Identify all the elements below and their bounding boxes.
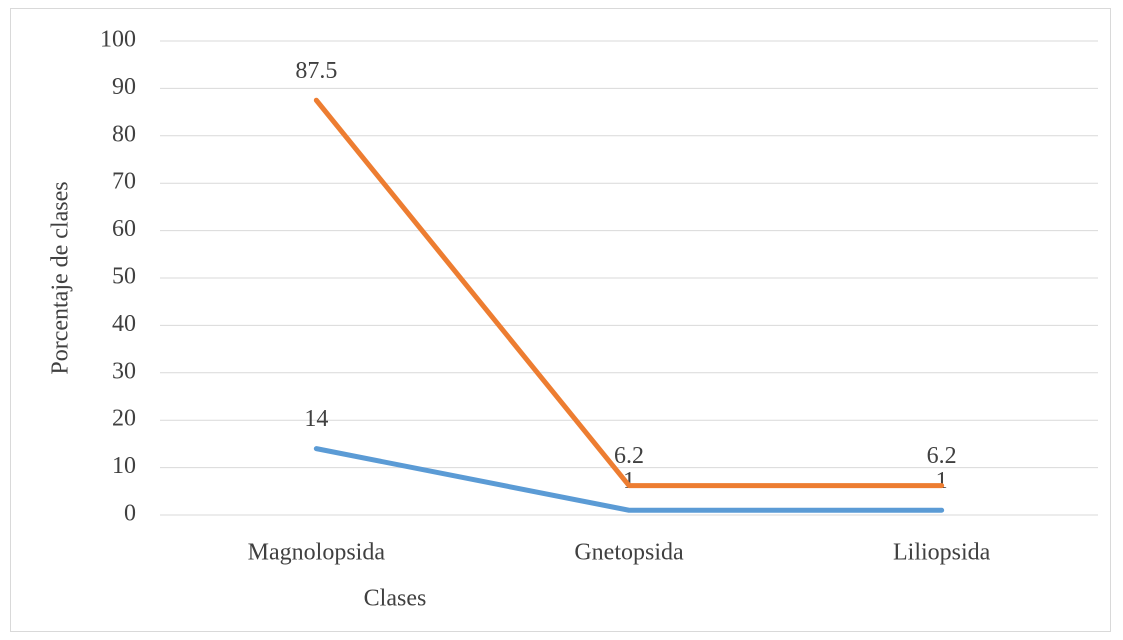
y-tick-label: 60 — [112, 216, 136, 242]
data-label: 1 — [936, 468, 948, 494]
chart-border — [10, 8, 1111, 632]
y-tick-label: 100 — [100, 27, 136, 53]
line-series — [313, 97, 945, 489]
line-series — [313, 446, 945, 513]
y-tick-label: 20 — [112, 406, 136, 432]
y-tick-label: 30 — [112, 358, 136, 384]
data-label: 6.2 — [927, 443, 957, 469]
data-label: 6.2 — [614, 443, 644, 469]
data-label: 87.5 — [295, 58, 337, 84]
y-tick-label: 90 — [112, 74, 136, 100]
x-axis-title: Clases — [364, 586, 427, 612]
y-tick-label: 50 — [112, 264, 136, 290]
y-tick-label: 70 — [112, 169, 136, 195]
x-tick-label: Gnetopsida — [574, 540, 684, 566]
x-tick-label: Liliopsida — [893, 540, 991, 566]
x-tick-label: Magnolopsida — [248, 540, 386, 566]
y-tick-label: 80 — [112, 121, 136, 147]
y-tick-label: 40 — [112, 311, 136, 337]
data-label: 14 — [304, 406, 328, 432]
y-tick-label: 0 — [124, 501, 136, 527]
y-tick-label: 10 — [112, 453, 136, 479]
y-axis-title: Porcentaje de clases — [48, 181, 74, 374]
